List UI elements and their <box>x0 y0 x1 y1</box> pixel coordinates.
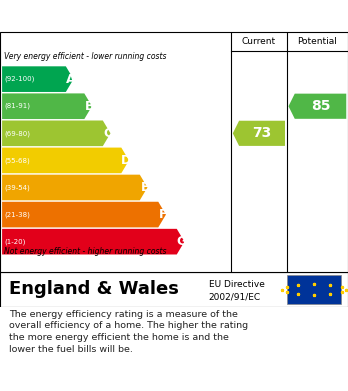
Text: B: B <box>85 100 94 113</box>
Text: D: D <box>121 154 131 167</box>
Text: 85: 85 <box>311 99 330 113</box>
Text: A: A <box>66 73 76 86</box>
Text: (1-20): (1-20) <box>5 239 26 245</box>
Text: G: G <box>176 235 187 248</box>
Text: C: C <box>103 127 112 140</box>
Polygon shape <box>2 202 166 228</box>
Text: (69-80): (69-80) <box>5 130 31 136</box>
Text: Energy Efficiency Rating: Energy Efficiency Rating <box>6 9 227 23</box>
Polygon shape <box>2 66 73 92</box>
Bar <box>287 275 341 304</box>
Text: (55-68): (55-68) <box>5 157 31 164</box>
Text: Potential: Potential <box>298 37 337 46</box>
Text: EU Directive: EU Directive <box>209 280 265 289</box>
Text: E: E <box>141 181 149 194</box>
Polygon shape <box>2 93 92 119</box>
Text: (92-100): (92-100) <box>5 76 35 83</box>
Text: The energy efficiency rating is a measure of the
overall efficiency of a home. T: The energy efficiency rating is a measur… <box>9 310 248 354</box>
Text: (39-54): (39-54) <box>5 184 31 191</box>
Text: 73: 73 <box>252 126 272 140</box>
Text: (21-38): (21-38) <box>5 211 31 218</box>
Text: (81-91): (81-91) <box>5 103 31 109</box>
Polygon shape <box>288 94 346 119</box>
Text: Current: Current <box>242 37 276 46</box>
Text: 2002/91/EC: 2002/91/EC <box>209 293 261 302</box>
Text: F: F <box>159 208 167 221</box>
Text: Not energy efficient - higher running costs: Not energy efficient - higher running co… <box>4 248 167 256</box>
Polygon shape <box>2 120 110 146</box>
Polygon shape <box>233 121 285 146</box>
Polygon shape <box>2 175 148 200</box>
Polygon shape <box>2 229 184 255</box>
Text: Very energy efficient - lower running costs: Very energy efficient - lower running co… <box>4 52 167 61</box>
Polygon shape <box>2 147 129 173</box>
Text: England & Wales: England & Wales <box>9 280 179 298</box>
